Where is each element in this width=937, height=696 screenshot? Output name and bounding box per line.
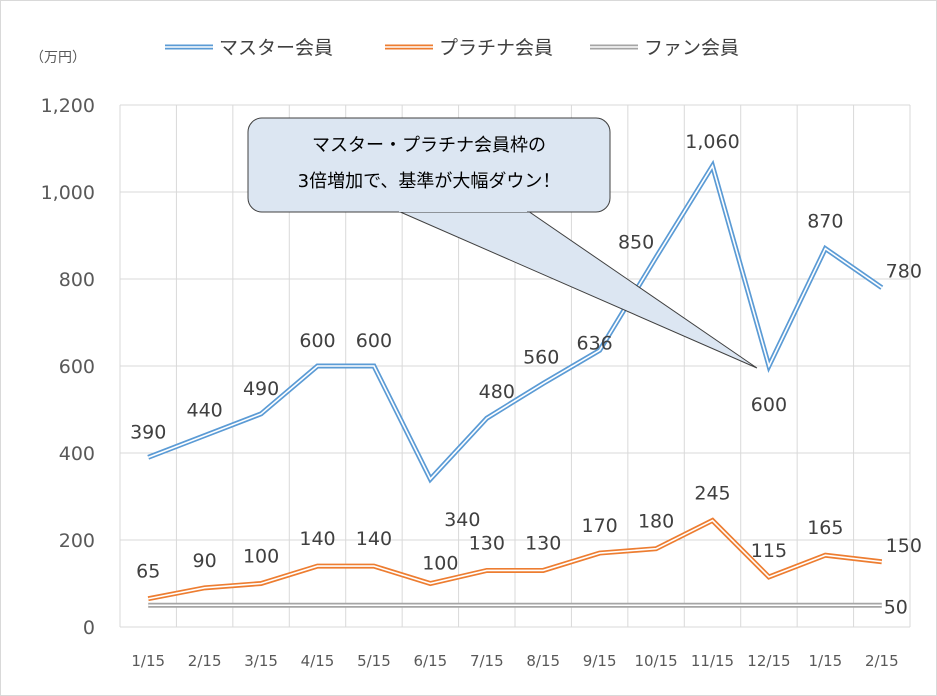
data-label-platinum: 130 (525, 532, 561, 554)
data-label-master: 636 (577, 332, 613, 354)
y-tick-label: 600 (59, 356, 95, 378)
data-label-platinum: 150 (886, 535, 922, 557)
x-tick-label: 2/15 (188, 652, 222, 670)
x-tick-label: 5/15 (357, 652, 391, 670)
data-label-platinum: 115 (751, 540, 787, 562)
y-tick-label: 800 (59, 269, 95, 291)
axes: 0 200 400 600 800 1,000 1,200 1/15 2/15 3/15 4/15 5… (41, 95, 910, 670)
data-label-platinum: 180 (638, 511, 674, 533)
data-label-master: 600 (299, 330, 335, 352)
x-tick-label: 11/15 (691, 652, 734, 670)
data-label-master: 850 (618, 231, 654, 253)
data-label-platinum: 170 (582, 515, 618, 537)
series-line-inner-2 (148, 519, 882, 600)
legend: マスター会員 プラチナ会員 ファン会員 (165, 37, 739, 59)
data-label-platinum: 65 (136, 561, 160, 583)
x-tick-label: 9/15 (583, 652, 617, 670)
legend-label: ファン会員 (644, 37, 739, 59)
data-label-platinum: 100 (422, 553, 458, 575)
y-tick-label: 200 (59, 530, 95, 552)
data-label-platinum: 130 (469, 532, 505, 554)
data-labels: 390 440 490 600 600 340 480 560 636 850 1,060 600 87… (130, 131, 922, 618)
y-tick-label: 0 (83, 617, 95, 639)
data-label-platinum: 100 (243, 546, 279, 568)
data-label-master: 1,060 (685, 131, 739, 153)
data-label-platinum: 165 (807, 517, 843, 539)
x-tick-label: 12/15 (747, 652, 790, 670)
data-label-master: 340 (444, 509, 480, 531)
callout-text-line: マスター・プラチナ会員枠の (312, 135, 546, 156)
data-label-master: 600 (356, 330, 392, 352)
data-label-platinum: 140 (356, 528, 392, 550)
data-label-master: 870 (807, 211, 843, 233)
x-tick-label: 3/15 (244, 652, 278, 670)
y-tick-label: 400 (59, 443, 95, 465)
x-tick-label: 4/15 (301, 652, 335, 670)
callout-box (247, 117, 611, 213)
callout-text-line: 3倍増加で、基準が大幅ダウン！ (298, 171, 561, 192)
x-tick-label: 1/15 (131, 652, 165, 670)
data-label-master: 600 (751, 394, 787, 416)
x-tick-label: 8/15 (526, 652, 560, 670)
data-label-master: 480 (479, 381, 515, 403)
y-tick-label: 1,200 (41, 95, 95, 117)
data-label-master: 780 (886, 261, 922, 283)
data-label-platinum: 90 (193, 550, 217, 572)
data-label-platinum: 140 (299, 528, 335, 550)
callout: マスター・プラチナ会員枠の 3倍増加で、基準が大幅ダウン！ (247, 117, 758, 369)
data-label-master: 560 (523, 346, 559, 368)
data-label-platinum: 245 (694, 482, 730, 504)
data-label-master: 440 (187, 400, 223, 422)
data-label-master: 490 (243, 378, 279, 400)
legend-label: マスター会員 (219, 37, 333, 59)
series (147, 159, 884, 608)
x-tick-label: 10/15 (634, 652, 677, 670)
legend-label: プラチナ会員 (439, 37, 553, 59)
unit-label: （万円） (30, 50, 86, 66)
x-tick-label: 2/15 (865, 652, 899, 670)
y-tick-label: 1,000 (41, 182, 95, 204)
data-label-fan: 50 (884, 596, 908, 618)
x-tick-label: 7/15 (470, 652, 504, 670)
x-tick-label: 1/15 (809, 652, 843, 670)
data-label-master: 390 (130, 421, 166, 443)
series-line-inner-1 (147, 163, 883, 481)
x-tick-label: 6/15 (414, 652, 448, 670)
